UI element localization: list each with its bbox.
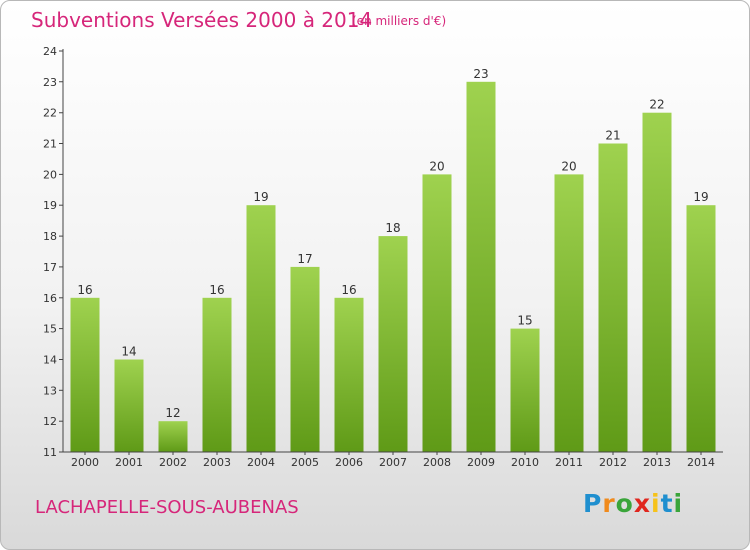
x-tick-label: 2001	[115, 456, 143, 469]
x-tick-label: 2010	[511, 456, 539, 469]
bar-value-label: 20	[429, 159, 444, 173]
bar-value-label: 19	[693, 190, 708, 204]
bar-value-label: 16	[77, 283, 92, 297]
y-tick-label: 17	[43, 261, 57, 274]
y-tick-label: 21	[43, 138, 57, 151]
x-tick-label: 2013	[643, 456, 671, 469]
logo-letter: i	[673, 489, 684, 518]
y-tick-label: 20	[43, 168, 57, 181]
y-tick-label: 11	[43, 446, 57, 459]
y-tick-label: 14	[43, 354, 57, 367]
logo-letter: P	[583, 489, 603, 518]
x-tick-label: 2003	[203, 456, 231, 469]
bar	[202, 297, 232, 452]
chart-unit: (en milliers d'€)	[352, 14, 447, 28]
x-tick-label: 2004	[247, 456, 275, 469]
y-tick-label: 12	[43, 415, 57, 428]
x-tick-label: 2007	[379, 456, 407, 469]
bar	[686, 205, 716, 452]
x-tick-label: 2011	[555, 456, 583, 469]
logo-letter: x	[633, 489, 651, 518]
logo-letter: t	[660, 489, 674, 518]
logo-letter: r	[602, 489, 616, 518]
x-tick-label: 2009	[467, 456, 495, 469]
y-tick-label: 22	[43, 107, 57, 120]
x-tick-label: 2008	[423, 456, 451, 469]
bar	[334, 297, 364, 452]
x-tick-label: 2000	[71, 456, 99, 469]
bar-value-label: 18	[385, 221, 400, 235]
y-tick-label: 18	[43, 230, 57, 243]
y-tick-label: 16	[43, 292, 57, 305]
y-tick-label: 19	[43, 199, 57, 212]
chart-title: Subventions Versées 2000 à 2014	[31, 8, 373, 32]
x-tick-label: 2012	[599, 456, 627, 469]
logo-letter: o	[615, 489, 634, 518]
bar-value-label: 17	[297, 252, 312, 266]
bar	[598, 143, 628, 452]
bar	[114, 359, 144, 452]
bar-value-label: 20	[561, 159, 576, 173]
y-tick-label: 15	[43, 323, 57, 336]
bar	[246, 205, 276, 452]
bar-value-label: 16	[341, 283, 356, 297]
bar-value-label: 21	[605, 129, 620, 143]
bar	[510, 328, 540, 452]
bar	[70, 297, 100, 452]
bar	[378, 236, 408, 452]
bar	[642, 112, 672, 452]
bar	[422, 174, 452, 452]
logo-letter: i	[651, 489, 661, 518]
bar-value-label: 15	[517, 314, 532, 328]
y-tick-label: 24	[43, 45, 57, 58]
y-tick-label: 23	[43, 76, 57, 89]
y-tick-label: 13	[43, 384, 57, 397]
bar	[554, 174, 584, 452]
x-tick-label: 2006	[335, 456, 363, 469]
bar	[466, 81, 496, 453]
bar-value-label: 12	[165, 406, 180, 420]
bar	[158, 421, 188, 452]
bar-value-label: 16	[209, 283, 224, 297]
proxiti-logo: Proxiti	[583, 489, 683, 518]
commune-name: LACHAPELLE-SOUS-AUBENAS	[35, 497, 299, 518]
bar-value-label: 22	[649, 98, 664, 112]
x-tick-label: 2002	[159, 456, 187, 469]
bar-value-label: 14	[121, 345, 136, 359]
bar	[290, 266, 320, 452]
x-tick-label: 2005	[291, 456, 319, 469]
bar-value-label: 19	[253, 190, 268, 204]
bar-value-label: 23	[473, 67, 488, 81]
x-tick-label: 2014	[687, 456, 715, 469]
